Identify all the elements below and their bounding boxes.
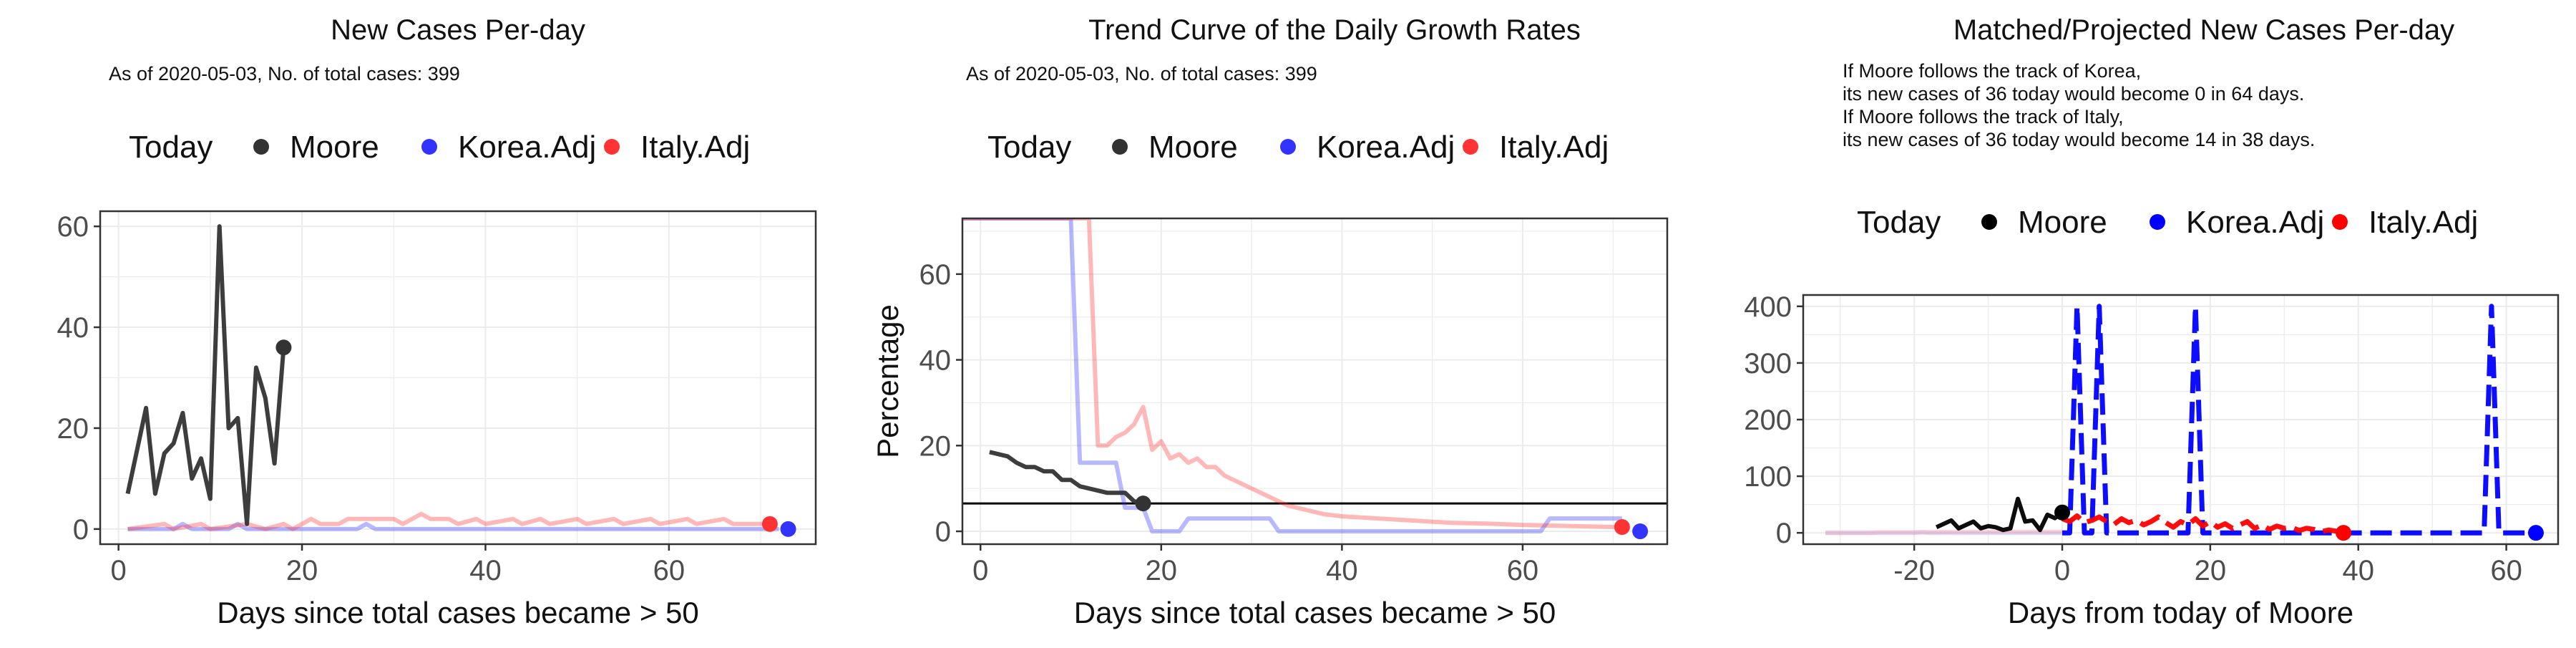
end-point-italy-adj — [2336, 525, 2352, 541]
legend-key-italy-adj — [2332, 214, 2348, 230]
legend-label: Italy.Adj — [2368, 205, 2478, 240]
chart-subtitle: If Moore follows the track of Korea, — [1843, 60, 2141, 82]
gridlines — [1803, 295, 2558, 544]
chart-subtitle: As of 2020-05-03, No. of total cases: 39… — [966, 63, 1317, 84]
series-line-moore — [989, 450, 1144, 506]
end-point-italy-adj — [761, 516, 778, 532]
y-tick-label: 20 — [919, 430, 952, 462]
series-line-korea-adj — [2062, 304, 2536, 536]
legend-key-korea-adj — [421, 139, 437, 155]
legend-key-korea-adj — [1280, 139, 1296, 155]
x-tick-label: 60 — [1507, 555, 1539, 586]
legend-label: Korea.Adj — [2186, 205, 2324, 240]
end-point-moore — [275, 339, 292, 356]
y-tick-label: 200 — [1744, 405, 1792, 436]
series-line-italy-adj — [962, 218, 1622, 530]
legend-key-italy-adj — [1463, 139, 1478, 155]
series-line-italy-adj — [2061, 513, 2344, 536]
x-tick-label: 0 — [111, 555, 127, 586]
x-tick-label: -20 — [1893, 555, 1935, 586]
legend: Today Moore Korea.Adj Italy.Adj — [129, 130, 750, 165]
y-axis-label: Percentage — [871, 304, 904, 458]
end-point-italy-adj — [1614, 519, 1630, 536]
legend-title: Today — [1857, 205, 1941, 240]
legend-label: Korea.Adj — [1317, 130, 1455, 165]
x-tick-label: 20 — [2195, 555, 2227, 586]
y-tick-label: 400 — [1744, 291, 1792, 323]
chart-panel-2: Trend Curve of the Daily Growth Rates As … — [871, 14, 1669, 629]
legend-key-moore — [1112, 139, 1128, 155]
series-group — [962, 218, 1622, 533]
legend: Today Moore Korea.Adj Italy.Adj — [987, 130, 1609, 165]
legend-key-italy-adj — [604, 139, 620, 155]
legend-label: Moore — [1148, 130, 1238, 165]
gridlines — [100, 211, 816, 544]
y-tick-label: 60 — [57, 211, 89, 243]
end-point-korea-adj — [2527, 525, 2544, 541]
plot-panel-border — [961, 217, 1669, 546]
y-tick-label: 0 — [935, 516, 951, 548]
end-point-korea-adj — [780, 521, 796, 537]
end-point-moore — [1135, 495, 1151, 512]
x-axis-label: Days from today of Moore — [2008, 596, 2353, 629]
series-line-korea-adj-history- — [1825, 530, 2062, 536]
chart-panel-1: New Cases Per-day As of 2020-05-03, No. o… — [57, 14, 817, 629]
legend-label: Italy.Adj — [640, 130, 750, 165]
legend: Today Moore Korea.Adj Italy.Adj — [1857, 205, 2478, 240]
legend-key-moore — [1981, 214, 1997, 230]
series-line-moore — [125, 224, 286, 526]
legend-key-korea-adj — [2150, 214, 2165, 230]
y-tick-label: 0 — [1776, 518, 1792, 549]
chart-subtitle: As of 2020-05-03, No. of total cases: 39… — [109, 63, 460, 84]
legend-label: Italy.Adj — [1499, 130, 1609, 165]
x-axis-label: Days since total cases became > 50 — [1074, 596, 1556, 629]
legend-title: Today — [987, 130, 1071, 165]
end-point-moore — [2054, 504, 2071, 521]
chart-subtitle: If Moore follows the track of Italy, — [1843, 106, 2124, 127]
series-line-moore — [1935, 496, 2064, 533]
series-line-italy-adj-history- — [1825, 529, 2062, 536]
y-tick-label: 40 — [919, 345, 952, 377]
chart-title: New Cases Per-day — [331, 14, 585, 46]
chart-subtitle: its new cases of 36 today would become 1… — [1843, 129, 2315, 150]
legend-label: Moore — [290, 130, 379, 165]
x-tick-label: 20 — [1146, 555, 1178, 586]
x-axis-label: Days since total cases became > 50 — [217, 596, 699, 629]
x-tick-label: 0 — [2054, 555, 2070, 586]
series-group — [1825, 304, 2536, 536]
plot-panel-border — [99, 210, 817, 546]
y-tick-label: 20 — [57, 413, 89, 445]
x-tick-label: 20 — [286, 555, 318, 586]
legend-label: Moore — [2018, 205, 2107, 240]
x-tick-label: 40 — [1326, 555, 1358, 586]
series-line-korea-adj — [127, 521, 779, 531]
legend-label: Korea.Adj — [458, 130, 596, 165]
legend-title: Today — [129, 130, 213, 165]
x-tick-label: 40 — [469, 555, 502, 586]
legend-key-moore — [253, 139, 269, 155]
x-tick-label: 0 — [972, 555, 988, 586]
gridlines — [962, 218, 1667, 544]
y-tick-label: 40 — [57, 312, 89, 344]
y-tick-label: 0 — [73, 514, 89, 546]
chart-subtitle: its new cases of 36 today would become 0… — [1843, 83, 2304, 105]
x-tick-label: 60 — [653, 555, 686, 586]
chart-panel-3: Matched/Projected New Cases Per-day If Mo… — [1744, 14, 2560, 629]
chart-title: Matched/Projected New Cases Per-day — [1953, 14, 2454, 46]
x-tick-label: 60 — [2490, 555, 2522, 586]
end-point-korea-adj — [1632, 523, 1649, 540]
series-line-italy-adj — [127, 511, 770, 531]
y-tick-label: 100 — [1744, 461, 1792, 493]
y-tick-label: 300 — [1744, 348, 1792, 379]
series-line-korea-adj — [962, 218, 1622, 533]
y-tick-label: 60 — [919, 259, 952, 291]
chart-title: Trend Curve of the Daily Growth Rates — [1088, 14, 1581, 46]
series-group — [125, 224, 779, 531]
x-tick-label: 40 — [2342, 555, 2374, 586]
